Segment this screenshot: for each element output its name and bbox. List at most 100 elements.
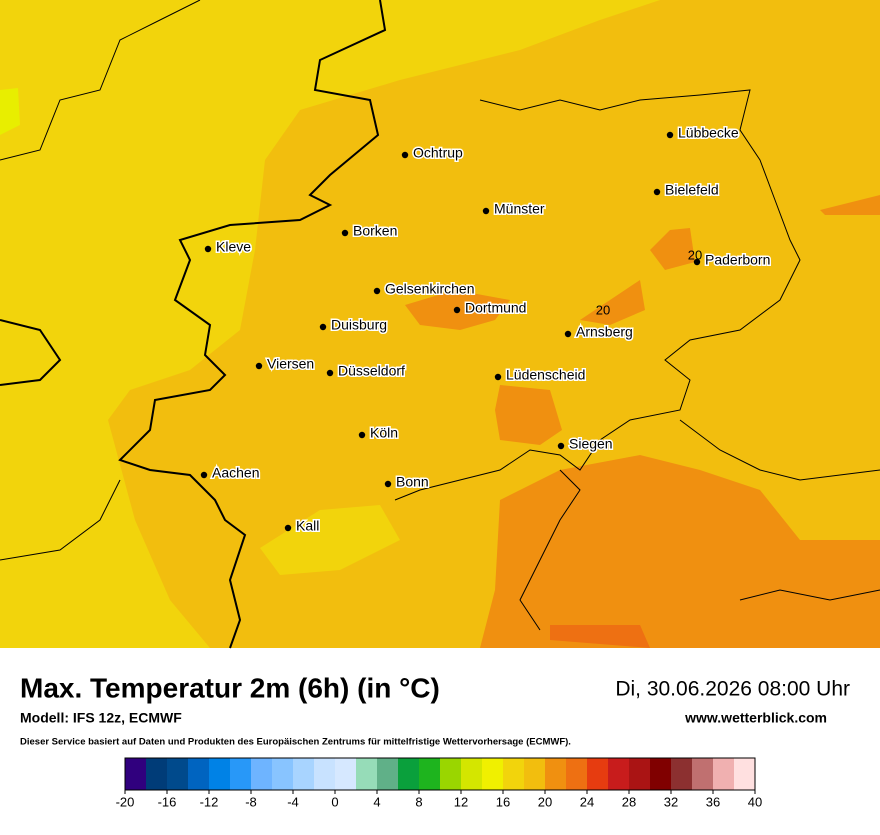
city-dot (564, 330, 572, 338)
city-label: Gelsenkirchen (385, 281, 475, 297)
color-bin (398, 758, 420, 790)
city-label: Paderborn (705, 252, 770, 268)
contour-label: 20 (596, 302, 610, 317)
color-bin (188, 758, 210, 790)
color-bin (692, 758, 714, 790)
colorbar-tick-label: 24 (580, 794, 594, 809)
color-bin (629, 758, 651, 790)
city-label: Kall (296, 518, 319, 534)
color-bin (440, 758, 462, 790)
colorbar-tick-label: 0 (331, 794, 338, 809)
color-bin (209, 758, 231, 790)
city-dot (326, 369, 334, 377)
city-label: Viersen (267, 356, 314, 372)
city-dot (341, 229, 349, 237)
color-bin (272, 758, 294, 790)
colorbar: -20 -16 -12 -8 -4 0 4 8 12 16 20 24 28 32 36 40 (116, 757, 762, 809)
colorbar-tick-label: 20 (538, 794, 552, 809)
date: Di, 30.06.2026 08:00 Uhr (615, 678, 850, 701)
color-bin (293, 758, 315, 790)
colorbar-tick-label: 40 (748, 794, 762, 809)
city-label: Lüdenscheid (506, 367, 585, 383)
city-dot (494, 373, 502, 381)
city-dot (653, 188, 661, 196)
colorbar-tick-label: -12 (200, 794, 219, 809)
colorbar-tick-label: -20 (116, 794, 135, 809)
colorbar-tick-label: 16 (496, 794, 510, 809)
color-bin (713, 758, 735, 790)
colorbar-tick-label: -8 (245, 794, 257, 809)
city-label: Siegen (569, 436, 613, 452)
temp-area (495, 385, 562, 445)
temp-area (0, 88, 20, 135)
title: Max. Temperatur 2m (6h) (in °C) (20, 672, 440, 703)
color-bin (587, 758, 609, 790)
color-bin (545, 758, 567, 790)
temp-area (480, 455, 880, 648)
color-bin (146, 758, 168, 790)
city-dot (319, 323, 327, 331)
color-bin (566, 758, 588, 790)
city-label: Lübbecke (678, 125, 739, 141)
colorbar-tick-label: 36 (706, 794, 720, 809)
color-bin (314, 758, 336, 790)
color-bin (734, 758, 756, 790)
city-label: Düsseldorf (338, 363, 405, 379)
city-dot (666, 131, 674, 139)
city-label: Bonn (396, 474, 429, 490)
temp-area (550, 625, 650, 648)
color-bin (377, 758, 399, 790)
color-bin (230, 758, 252, 790)
city-dot (255, 362, 263, 370)
model: Modell: IFS 12z, ECMWF (20, 710, 182, 726)
color-bin (356, 758, 378, 790)
disclaimer: Dieser Service basiert auf Daten und Pro… (20, 737, 571, 748)
temp-area (650, 228, 695, 270)
color-bin (524, 758, 546, 790)
color-bin (125, 758, 147, 790)
city-label: Ochtrup (413, 145, 463, 161)
city-dot (204, 245, 212, 253)
city-dot (384, 480, 392, 488)
temp-area (260, 505, 400, 575)
city-label: Dortmund (465, 300, 526, 316)
city-dot (693, 258, 701, 266)
color-bin (650, 758, 672, 790)
city-label: Münster (494, 201, 545, 217)
city-dot (453, 306, 461, 314)
color-bin (335, 758, 357, 790)
city-dot (557, 442, 565, 450)
temp-area (820, 195, 880, 215)
color-bin (608, 758, 630, 790)
map: Lübbecke Ochtrup Bielefeld Münster Borken Kle… (0, 0, 880, 649)
city-dot (358, 431, 366, 439)
color-bin (482, 758, 504, 790)
city-dot (200, 471, 208, 479)
city-dot (373, 287, 381, 295)
contour-label: 20 (688, 247, 702, 262)
colorbar-tick-label: 32 (664, 794, 678, 809)
city-label: Aachen (212, 465, 259, 481)
colorbar-tick-label: 12 (454, 794, 468, 809)
city-label: Borken (353, 223, 397, 239)
colorbar-tick-label: 8 (415, 794, 422, 809)
color-bin (251, 758, 273, 790)
color-bin (419, 758, 441, 790)
city-label: Arnsberg (576, 324, 633, 340)
website: www.wetterblick.com (684, 710, 827, 726)
city-label: Bielefeld (665, 182, 719, 198)
colorbar-tick-label: 4 (373, 794, 380, 809)
color-bin (167, 758, 189, 790)
city-label: Köln (370, 425, 398, 441)
city-dot (284, 524, 292, 532)
temp-area (580, 280, 645, 325)
city-dot (401, 151, 409, 159)
color-bin (461, 758, 483, 790)
colorbar-tick-label: 28 (622, 794, 636, 809)
colorbar-tick-label: -16 (158, 794, 177, 809)
city-dot (482, 207, 490, 215)
city-label: Kleve (216, 239, 251, 255)
color-bin (671, 758, 693, 790)
city-label: Duisburg (331, 317, 387, 333)
